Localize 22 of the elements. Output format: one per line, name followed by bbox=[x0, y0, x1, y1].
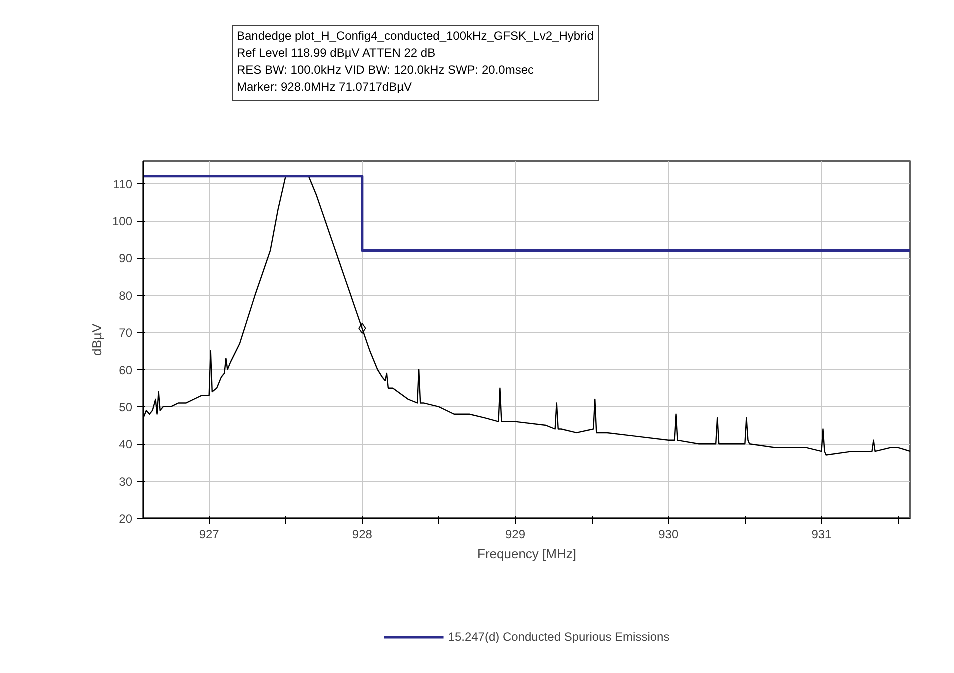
y-tick-label: 20 bbox=[119, 512, 133, 526]
x-tick-label: 927 bbox=[199, 528, 220, 542]
x-axis-title: Frequency [MHz] bbox=[478, 546, 576, 562]
y-tick-label: 90 bbox=[119, 252, 133, 266]
y-tick-label: 80 bbox=[119, 288, 133, 303]
legend-label: 15.247(d) Conducted Spurious Emissions bbox=[448, 630, 670, 644]
y-tick-label: 70 bbox=[119, 326, 133, 340]
y-axis-title: dBµV bbox=[89, 324, 104, 356]
x-tick-label: 929 bbox=[506, 528, 526, 542]
y-tick-label: 50 bbox=[119, 400, 133, 414]
text: Bandedge plot_H_Config4_conducted_100kHz_GFSK_Lv2_Hybrid bbox=[237, 29, 594, 43]
y-tick-label: 60 bbox=[119, 363, 133, 378]
y-tick-label: 110 bbox=[113, 177, 133, 192]
text: Marker: 928.0MHz 71.0717dBµV bbox=[237, 80, 412, 94]
x-tick-label: 928 bbox=[352, 528, 373, 542]
x-tick-label: 931 bbox=[812, 528, 832, 542]
y-tick-label: 30 bbox=[119, 474, 133, 489]
text: Ref Level 118.99 dBµV ATTEN 22 dB bbox=[237, 46, 436, 60]
y-tick-label: 40 bbox=[119, 438, 133, 452]
text: RES BW: 100.0kHz VID BW: 120.0kHz SWP: 20.0msec bbox=[237, 63, 534, 77]
y-tick-label: 100 bbox=[112, 214, 133, 228]
x-tick-label: 930 bbox=[658, 528, 679, 542]
